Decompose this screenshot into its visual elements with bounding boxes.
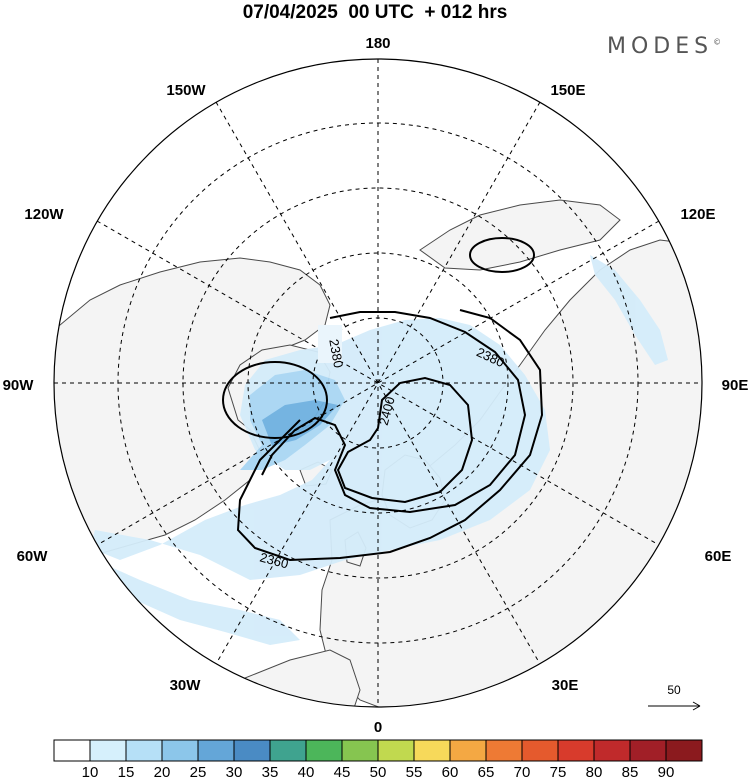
asia-streak [590, 255, 668, 365]
colorbar-swatch [161, 739, 199, 762]
colorbar-label: 60 [442, 764, 459, 781]
colorbar-label: 65 [478, 764, 495, 781]
contour-2380 [261, 311, 527, 514]
colorbar-swatch [413, 739, 451, 762]
atlantic-streak [95, 560, 300, 645]
colorbar-swatch [665, 739, 703, 762]
brand-logo: MODES© [607, 34, 721, 59]
colorbar-swatch [89, 739, 127, 762]
contour-2360 [236, 309, 544, 562]
colorbar-swatch [629, 739, 667, 762]
jet-core [262, 400, 338, 446]
lon-label-30w: 30W [170, 677, 202, 694]
contour-label-2400: 2400 [376, 395, 398, 427]
run-time: 00 UTC [348, 2, 414, 23]
contour-label-bg [318, 325, 342, 363]
colorbar-label: 40 [298, 764, 315, 781]
lon-label-180: 180 [365, 35, 390, 52]
colorbar-swatch [341, 739, 379, 762]
colorbar-swatch [269, 739, 307, 762]
colorbar-swatch [521, 739, 559, 762]
colorbar-label: 30 [226, 764, 243, 781]
colorbar-label: 70 [514, 764, 531, 781]
colorbar-label: 10 [82, 764, 99, 781]
map-border [53, 58, 703, 708]
colorbar-swatch [233, 739, 271, 762]
map-title: 07/04/2025 00 UTC + 012 hrs [0, 2, 750, 24]
colorbar-label: 55 [406, 764, 423, 781]
height-contours [222, 237, 544, 562]
lon-label-60e: 60E [705, 548, 732, 565]
vector-reference: 50 [648, 683, 701, 711]
contour-label-2380-top: 2380 [326, 338, 346, 369]
colorbar-label: 35 [262, 764, 279, 781]
colorbar-label: 25 [190, 764, 207, 781]
brand-name: MODES [607, 34, 714, 59]
lon-label-120w: 120W [24, 206, 64, 223]
lon-label-60w: 60W [17, 548, 49, 565]
contour-label-2360: 2360 [258, 550, 290, 572]
colorbar-label: 15 [118, 764, 135, 781]
forecast-lead: + 012 hrs [424, 2, 508, 23]
lon-label-30e: 30E [552, 677, 579, 694]
lon-label-150e: 150E [550, 82, 585, 99]
colorbar-label: 80 [586, 764, 603, 781]
contour-2400 [336, 376, 474, 504]
valid-date: 07/04/2025 [242, 2, 338, 23]
colorbar-label: 45 [334, 764, 351, 781]
colorbar-swatch [305, 739, 343, 762]
colorbar-swatch [53, 739, 91, 762]
jet-band-light [90, 318, 550, 580]
lon-label-120e: 120E [680, 206, 715, 223]
colorbar-swatch [593, 739, 631, 762]
colorbar-label: 75 [550, 764, 567, 781]
vector-reference-value: 50 [667, 683, 681, 697]
copyright-mark: © [713, 37, 722, 47]
latitude-circle-60 [182, 187, 574, 579]
colorbar-swatch [485, 739, 523, 762]
colorbar-swatch [197, 739, 235, 762]
lon-label-150w: 150W [166, 82, 206, 99]
lon-label-0: 0 [374, 719, 382, 736]
wind-shading [90, 255, 668, 645]
colorbar-label: 90 [658, 764, 675, 781]
longitude-labels: 180 0 90W 90E 150W 120W 60W 30W 150E 120… [3, 35, 749, 736]
colorbar-swatch [377, 739, 415, 762]
lon-label-90w: 90W [3, 377, 35, 394]
colorbar-label: 20 [154, 764, 171, 781]
arrow-right-icon [692, 701, 701, 711]
contour-low-greenland [222, 361, 328, 439]
lon-label-90e: 90E [722, 377, 749, 394]
contour-high-siberia [469, 237, 535, 273]
colorbar-swatch [449, 739, 487, 762]
colorbar-label: 50 [370, 764, 387, 781]
colorbar-swatch [125, 739, 163, 762]
colorbar-swatch [557, 739, 595, 762]
colorbar: 10 15 20 25 30 35 40 45 50 55 60 65 70 75 80 85 90 [53, 739, 703, 781]
colorbar-label: 85 [622, 764, 639, 781]
